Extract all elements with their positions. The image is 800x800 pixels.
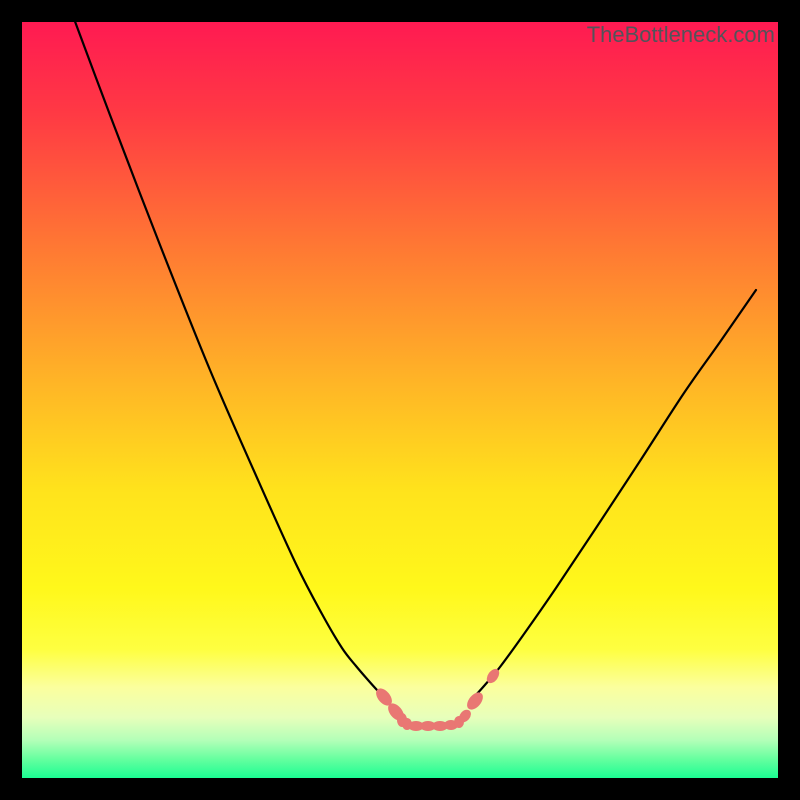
bottleneck-curve-svg bbox=[22, 22, 778, 778]
curve-left bbox=[67, 22, 383, 696]
chart-area bbox=[22, 22, 778, 778]
watermark-text: TheBottleneck.com bbox=[587, 22, 775, 48]
valley-marker bbox=[373, 667, 502, 731]
curve-right bbox=[475, 290, 756, 696]
valley-bead bbox=[464, 689, 486, 712]
